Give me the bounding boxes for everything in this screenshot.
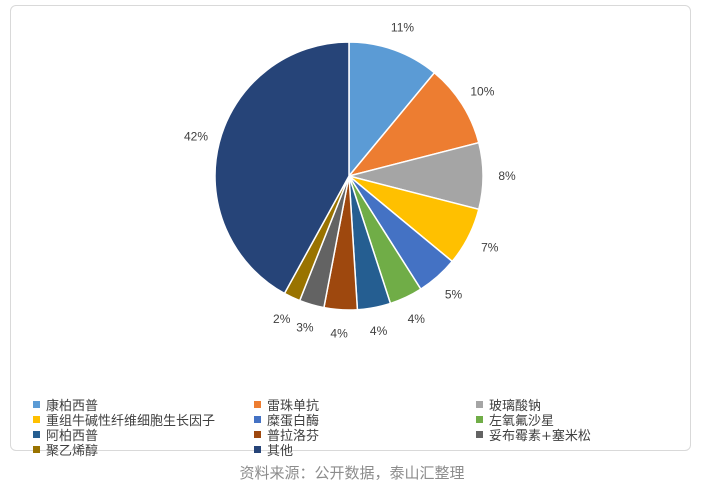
data-label: 10%: [470, 84, 494, 98]
legend-swatch: [33, 431, 40, 438]
legend-item: 重组牛碱性纤维细胞生长因子: [33, 410, 215, 429]
legend-swatch: [476, 401, 483, 408]
pie-slice: [214, 41, 350, 295]
legend-item: 普拉洛芬: [254, 425, 319, 444]
pie-chart: 11% 10% 8% 7% 5% 4% 4% 4% 3% 2% 42%: [184, 20, 516, 341]
data-label: 5%: [445, 288, 463, 302]
chart-card: 11% 10% 8% 7% 5% 4% 4% 4% 3% 2% 42% 康柏西普 雷珠单抗 玻璃酸钠重组…: [10, 5, 691, 459]
source-note: 资料来源：公开数据，泰山汇整理: [239, 464, 465, 482]
data-label: 8%: [498, 169, 516, 183]
legend-label: 左氧氟沙星: [489, 414, 555, 429]
legend-label: 阿柏西普: [46, 429, 99, 444]
legend-swatch: [33, 401, 40, 408]
legend-item: 康柏西普: [33, 395, 98, 414]
legend-swatch: [33, 446, 40, 453]
legend-swatch: [476, 416, 483, 423]
legend-item: 糜蛋白酶: [254, 410, 319, 429]
pie-slice: [346, 71, 480, 178]
data-label: 4%: [370, 324, 388, 338]
data-label: 4%: [330, 327, 348, 341]
legend-item: 聚乙烯醇: [33, 440, 98, 459]
data-label: 7%: [481, 241, 499, 255]
data-label: 4%: [408, 312, 426, 326]
legend-item: 阿柏西普: [33, 425, 98, 444]
legend-swatch: [254, 416, 261, 423]
legend-label: 雷珠单抗: [267, 399, 320, 414]
legend-label: 玻璃酸钠: [489, 399, 542, 414]
legend-label: 普拉洛芬: [267, 429, 320, 444]
legend-item: 其他: [254, 440, 293, 459]
legend-item: 左氧氟沙星: [476, 410, 554, 429]
legend-item: 妥布霉素+塞米松: [476, 425, 591, 444]
legend-swatch: [254, 401, 261, 408]
legend-swatch: [254, 431, 261, 438]
legend-swatch: [33, 416, 40, 423]
legend-label: 康柏西普: [46, 399, 99, 414]
legend-label: 糜蛋白酶: [267, 414, 320, 429]
legend-item: 雷珠单抗: [254, 395, 319, 414]
legend-label: 妥布霉素+塞米松: [489, 429, 591, 444]
legend-label: 聚乙烯醇: [46, 444, 99, 459]
legend-label: 其他: [267, 444, 294, 459]
legend-item: 玻璃酸钠: [476, 395, 541, 414]
data-label: 2%: [273, 312, 291, 326]
data-label: 3%: [296, 321, 314, 335]
pie-slice: [348, 41, 436, 179]
data-label: 42%: [184, 130, 208, 144]
legend-label: 重组牛碱性纤维细胞生长因子: [46, 414, 216, 429]
legend-swatch: [476, 431, 483, 438]
legend-swatch: [254, 446, 261, 453]
data-label: 11%: [391, 20, 414, 34]
